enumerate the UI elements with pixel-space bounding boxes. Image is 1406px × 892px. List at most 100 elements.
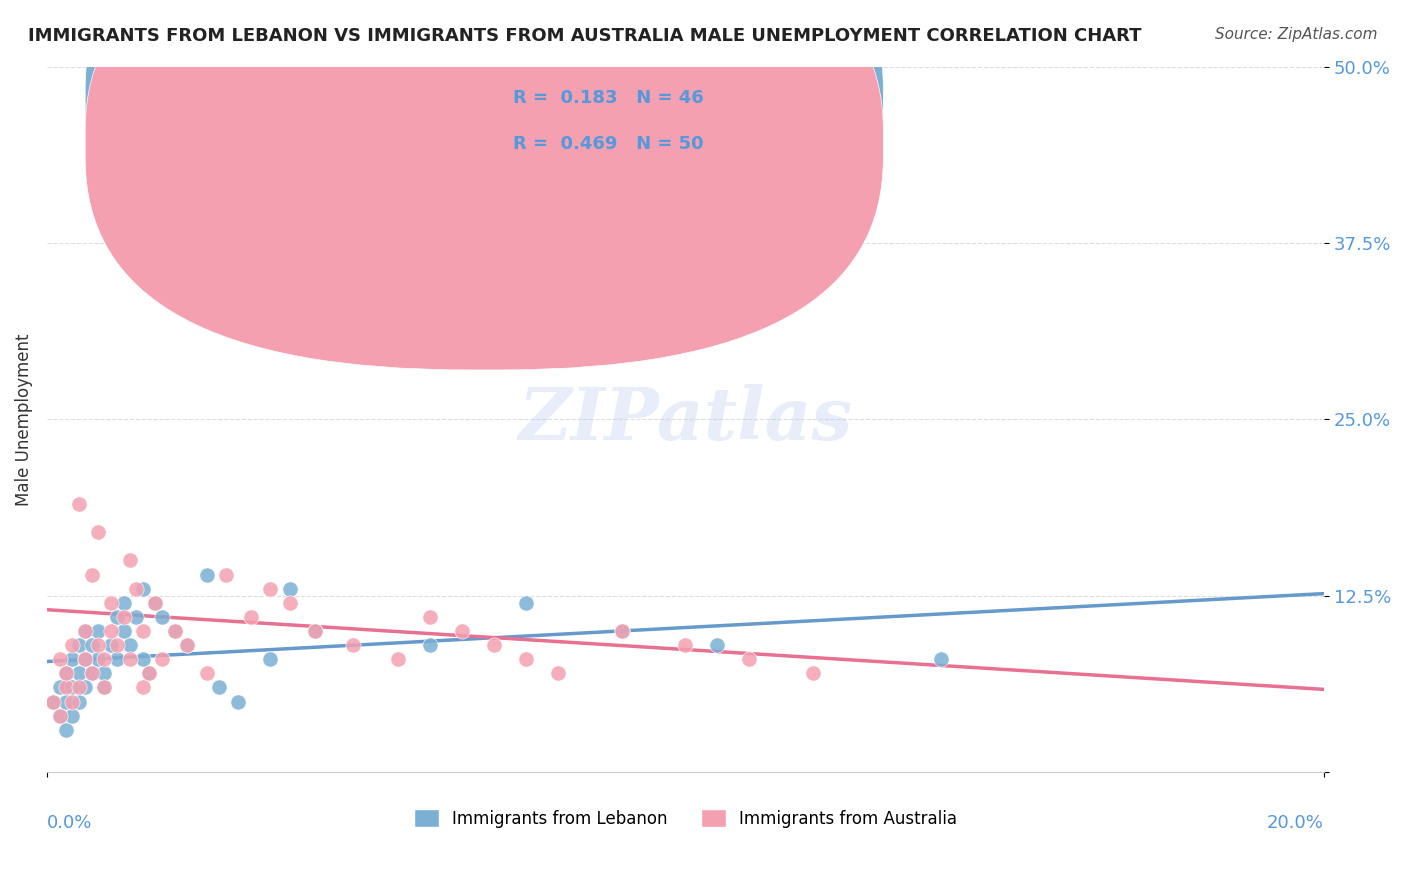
FancyBboxPatch shape: [86, 0, 883, 327]
Point: [118, 652, 141, 666]
Point: [610, 624, 633, 638]
Point: [112, 158, 135, 172]
Point: [62, 681, 84, 695]
Point: [118, 638, 141, 652]
Point: [75, 624, 97, 638]
Text: 0.0%: 0.0%: [46, 814, 93, 832]
Point: [125, 582, 148, 596]
Point: [55, 666, 77, 681]
Point: [706, 638, 728, 652]
Point: [67, 638, 90, 652]
Point: [176, 638, 198, 652]
Point: [145, 596, 167, 610]
Point: [105, 652, 128, 666]
Text: Source: ZipAtlas.com: Source: ZipAtlas.com: [1215, 27, 1378, 42]
Point: [55, 666, 77, 681]
Point: [482, 638, 505, 652]
Point: [62, 638, 84, 652]
Point: [75, 681, 97, 695]
Point: [105, 638, 128, 652]
Point: [145, 596, 167, 610]
Point: [55, 694, 77, 708]
Point: [62, 708, 84, 723]
Point: [48, 708, 70, 723]
Point: [87, 638, 110, 652]
FancyBboxPatch shape: [443, 87, 852, 194]
Point: [105, 172, 128, 186]
Point: [100, 638, 122, 652]
Point: [48, 681, 70, 695]
Point: [67, 694, 90, 708]
FancyBboxPatch shape: [86, 0, 883, 370]
Point: [342, 638, 364, 652]
Point: [738, 652, 761, 666]
Point: [118, 553, 141, 567]
Point: [131, 624, 153, 638]
Point: [48, 652, 70, 666]
Point: [112, 610, 135, 624]
Point: [48, 708, 70, 723]
Point: [131, 681, 153, 695]
Point: [215, 567, 238, 582]
Point: [93, 652, 115, 666]
Point: [80, 666, 103, 681]
Point: [80, 666, 103, 681]
Point: [67, 681, 90, 695]
Point: [259, 652, 281, 666]
Point: [278, 596, 301, 610]
Point: [75, 652, 97, 666]
Point: [610, 624, 633, 638]
Point: [138, 666, 160, 681]
Point: [451, 624, 474, 638]
Y-axis label: Male Unemployment: Male Unemployment: [15, 333, 32, 506]
Point: [163, 624, 186, 638]
Point: [75, 624, 97, 638]
Point: [93, 681, 115, 695]
Point: [100, 624, 122, 638]
Text: 20.0%: 20.0%: [1267, 814, 1324, 832]
Point: [195, 666, 218, 681]
Point: [42, 694, 65, 708]
Point: [62, 652, 84, 666]
Point: [131, 582, 153, 596]
Point: [304, 624, 326, 638]
Point: [929, 652, 952, 666]
Point: [138, 666, 160, 681]
Point: [87, 525, 110, 540]
Point: [131, 652, 153, 666]
Point: [240, 610, 263, 624]
Point: [87, 652, 110, 666]
Point: [67, 666, 90, 681]
Point: [80, 638, 103, 652]
Point: [125, 610, 148, 624]
Point: [208, 681, 231, 695]
Point: [547, 666, 569, 681]
Point: [228, 694, 250, 708]
Point: [304, 624, 326, 638]
Point: [80, 567, 103, 582]
Text: R =  0.469   N = 50: R = 0.469 N = 50: [513, 136, 703, 153]
Point: [55, 681, 77, 695]
Point: [515, 652, 537, 666]
Point: [673, 638, 696, 652]
Point: [387, 652, 409, 666]
Point: [515, 596, 537, 610]
Point: [87, 624, 110, 638]
Point: [801, 666, 824, 681]
Point: [75, 652, 97, 666]
Text: ZIPatlas: ZIPatlas: [519, 384, 852, 455]
Point: [105, 610, 128, 624]
Point: [195, 567, 218, 582]
Point: [100, 596, 122, 610]
Point: [259, 582, 281, 596]
Point: [67, 497, 90, 511]
Point: [150, 610, 173, 624]
Point: [93, 666, 115, 681]
Point: [176, 638, 198, 652]
Text: IMMIGRANTS FROM LEBANON VS IMMIGRANTS FROM AUSTRALIA MALE UNEMPLOYMENT CORRELATI: IMMIGRANTS FROM LEBANON VS IMMIGRANTS FR…: [28, 27, 1142, 45]
Point: [93, 681, 115, 695]
Point: [62, 694, 84, 708]
Legend: Immigrants from Lebanon, Immigrants from Australia: Immigrants from Lebanon, Immigrants from…: [406, 803, 963, 834]
Point: [419, 638, 441, 652]
Point: [150, 652, 173, 666]
